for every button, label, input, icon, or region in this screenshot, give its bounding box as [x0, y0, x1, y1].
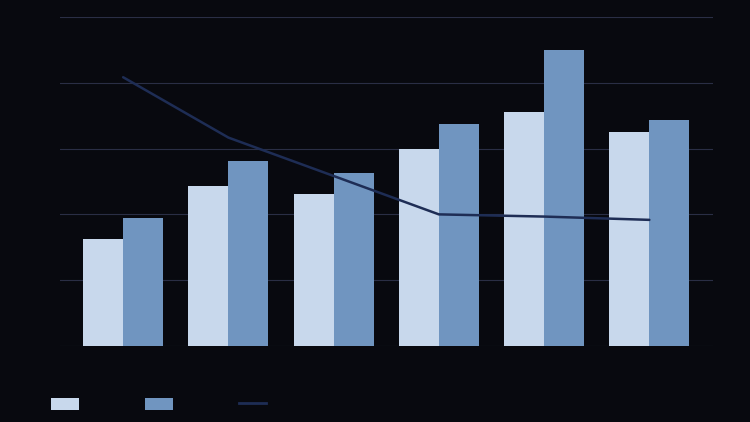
Bar [609, 132, 650, 346]
Bar [83, 239, 123, 346]
Legend: , , : , , [51, 398, 276, 411]
Bar [544, 50, 584, 346]
Bar [188, 186, 229, 346]
Bar [294, 194, 334, 346]
Bar [399, 149, 439, 346]
Bar [439, 124, 479, 346]
Bar [504, 111, 544, 346]
Bar [123, 219, 164, 346]
Bar [650, 120, 689, 346]
Bar [229, 161, 268, 346]
Bar [334, 173, 374, 346]
